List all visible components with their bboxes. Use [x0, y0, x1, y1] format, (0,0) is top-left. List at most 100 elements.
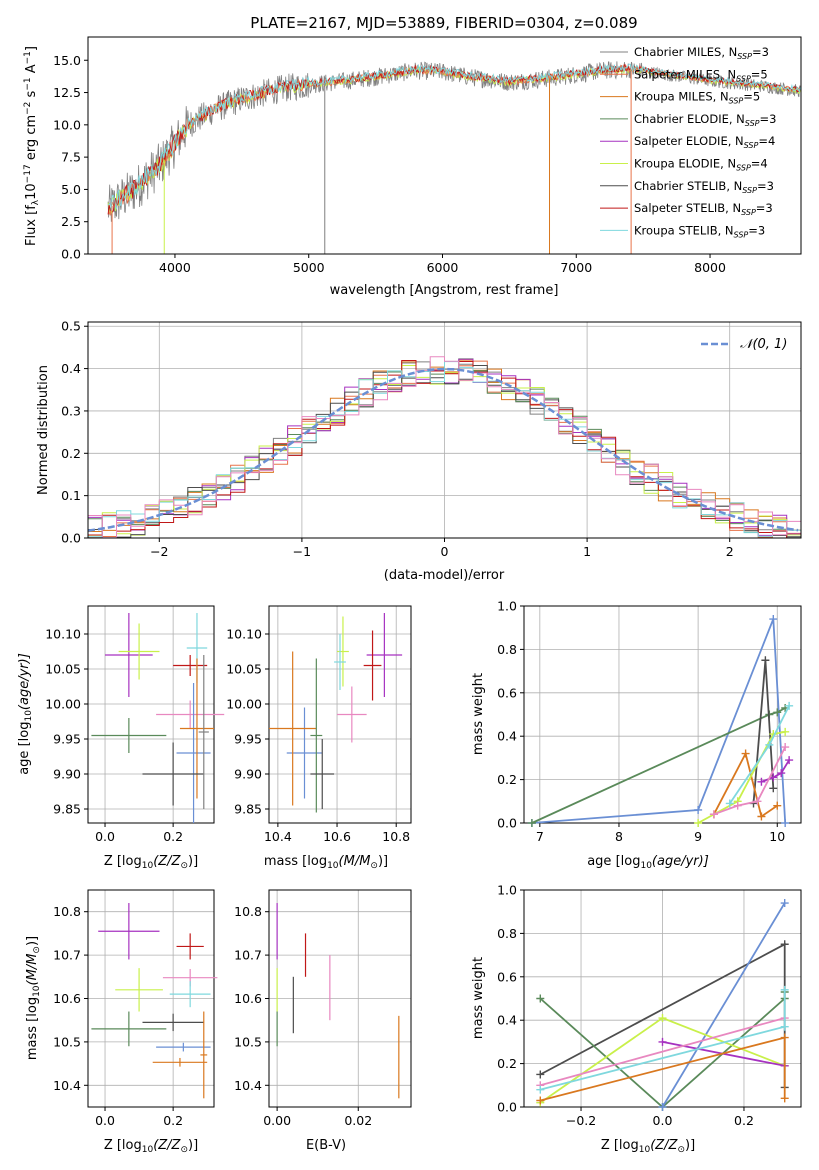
histogram-x-label: (data-model)/error [384, 568, 505, 583]
y-tick-label: 0.8 [497, 926, 517, 941]
error-bar-point [337, 686, 367, 743]
x-tick-label: 0.00 [263, 1113, 291, 1128]
x-tick-label: 4000 [159, 260, 191, 275]
x-tick-label: 9 [694, 829, 702, 844]
age-vs-mass-panel: mass [log10(M/M⊙)] 10.4 10.6 10.8 9.85 9.90 9… [226, 605, 412, 871]
spectrum-model-kroupa_stelib [107, 63, 801, 211]
y-tick-label: 10.8 [53, 904, 81, 919]
x-tick-label: 8 [615, 829, 623, 844]
weight-marker [773, 801, 782, 810]
weight-marker [780, 1033, 789, 1042]
legend-entry: Chabrier ELODIE, NSSP=3 [634, 112, 776, 128]
histogram-steps [88, 356, 801, 538]
weight-marker [777, 769, 786, 778]
weight-marker [658, 1103, 667, 1111]
mass_vs_EBV-frame [268, 889, 412, 1108]
age-vs-metallicity-panel: Z [log10(Z/Z⊙)] age [log10(age/yr)] 0.0 0… [17, 605, 225, 871]
y-tick-label: 0.6 [497, 969, 517, 984]
y-tick-label: 0.1 [61, 488, 81, 503]
y-tick-label: 10.05 [45, 662, 81, 677]
weight-marker [536, 1096, 545, 1105]
weight-marker [658, 1014, 667, 1023]
legend-entry: Chabrier MILES, NSSP=3 [634, 45, 769, 61]
y-tick-label: 15.0 [53, 53, 81, 68]
mass-vs-Z-y-label: mass [log10(M/M⊙)] [25, 936, 42, 1060]
weight-marker [536, 1085, 545, 1094]
y-tick-label: 9.90 [53, 767, 81, 782]
histogram-x-ticks: −2 −1 0 1 2 [150, 538, 734, 559]
weight-marker [761, 656, 770, 665]
histogram-plot-area [88, 356, 801, 538]
y-tick-label: 2.5 [61, 214, 81, 229]
y-tick-label: 10.6 [53, 991, 81, 1006]
x-tick-label: 0.2 [163, 1113, 183, 1128]
x-tick-label: 7000 [560, 260, 592, 275]
y-tick-label: 12.5 [53, 85, 81, 100]
y-tick-label: 0.0 [61, 247, 81, 262]
weight-marker [527, 819, 536, 827]
y-tick-label: 0.6 [497, 685, 517, 700]
age-vs-mass-x-label: mass [log10(M/M⊙)] [264, 854, 388, 871]
weight-series-line [713, 751, 778, 818]
y-tick-label: 1.0 [497, 599, 517, 614]
mass-vs-extinction-panel: E(B-V) 0.00 0.02 10.4 10.5 10.6 10.7 10.8 [234, 889, 412, 1153]
mw-vs-age-y-label: mass weight [471, 673, 486, 755]
error-bar-point [176, 683, 211, 823]
y-tick-label: 10.0 [53, 117, 81, 132]
weight-marker [769, 615, 778, 624]
weight-marker [780, 985, 789, 994]
massweight_vs_age-frame [523, 605, 802, 824]
y-tick-label: 10.4 [234, 1078, 262, 1093]
x-tick-label: 6000 [427, 260, 459, 275]
y-tick-label: 10.5 [234, 1034, 262, 1049]
y-tick-label: 10.6 [234, 991, 262, 1006]
error-bar-point [363, 630, 382, 701]
x-tick-label: 5000 [293, 260, 325, 275]
gaussian-legend-label: 𝒩(0, 1) [740, 337, 787, 352]
mw-vs-age-x-label: age [log10(age/yr)] [587, 854, 709, 871]
error-bar-point [156, 700, 225, 729]
spectrum-x-ticks: 4000 5000 6000 7000 8000 [159, 254, 726, 275]
y-tick-label: 0.4 [61, 361, 81, 376]
error-bar-point [156, 1042, 211, 1052]
y-tick-label: 10.00 [226, 697, 262, 712]
x-tick-label: 7 [536, 829, 544, 844]
histogram-legend: 𝒩(0, 1) [701, 337, 787, 352]
weight-marker [780, 899, 789, 908]
weight-marker [757, 777, 766, 786]
weight-marker [536, 1070, 545, 1079]
y-tick-label: 10.10 [45, 627, 81, 642]
x-tick-label: −2 [150, 544, 168, 559]
y-tick-label: 9.95 [234, 732, 262, 747]
age-vs-Z-y-label: age [log10(age/yr)] [17, 653, 34, 775]
legend-entry: Salpeter ELODIE, NSSP=4 [634, 134, 775, 150]
error-bar-point [179, 658, 214, 799]
mass_vs_EBV-plot: 0.00 0.02 10.4 10.5 10.6 10.7 10.8 [234, 889, 412, 1128]
error-bar-point [118, 623, 160, 680]
x-tick-label: 10.6 [323, 829, 351, 844]
y-tick-label: 9.90 [234, 767, 262, 782]
error-bar-point [98, 903, 160, 960]
weight-marker [765, 740, 774, 749]
age-vs-Z-x-label: Z [log10(Z/Z⊙)] [104, 854, 198, 871]
weight-marker [773, 708, 782, 717]
y-tick-label: 10.4 [53, 1078, 81, 1093]
massweight_vs_Z-plot: −0.2 0.0 0.2 0.0 0.2 0.4 0.6 0.8 1.0 [497, 883, 802, 1128]
mass-vs-Z-x-label: Z [log10(Z/Z⊙)] [104, 1138, 198, 1155]
weight-marker [658, 1037, 667, 1046]
error-bar-point [334, 634, 346, 690]
x-tick-label: 10.4 [264, 829, 292, 844]
y-tick-label: 10.8 [234, 904, 262, 919]
spectrum-y-label: Flux [fλ10−17 erg cm−2 s−1 A−1] [23, 46, 41, 246]
error-bar-point [105, 613, 153, 697]
y-tick-label: 9.85 [53, 802, 81, 817]
y-tick-label: 0.8 [497, 642, 517, 657]
mass_vs_Z-frame [87, 889, 215, 1108]
y-tick-label: 0.2 [61, 446, 81, 461]
y-tick-label: 0.2 [497, 772, 517, 787]
error-bar-point [198, 655, 209, 809]
histogram-step-pink_model [88, 356, 801, 538]
y-tick-label: 10.05 [226, 662, 262, 677]
weight-series-line [713, 746, 787, 816]
weight-marker [757, 812, 766, 821]
